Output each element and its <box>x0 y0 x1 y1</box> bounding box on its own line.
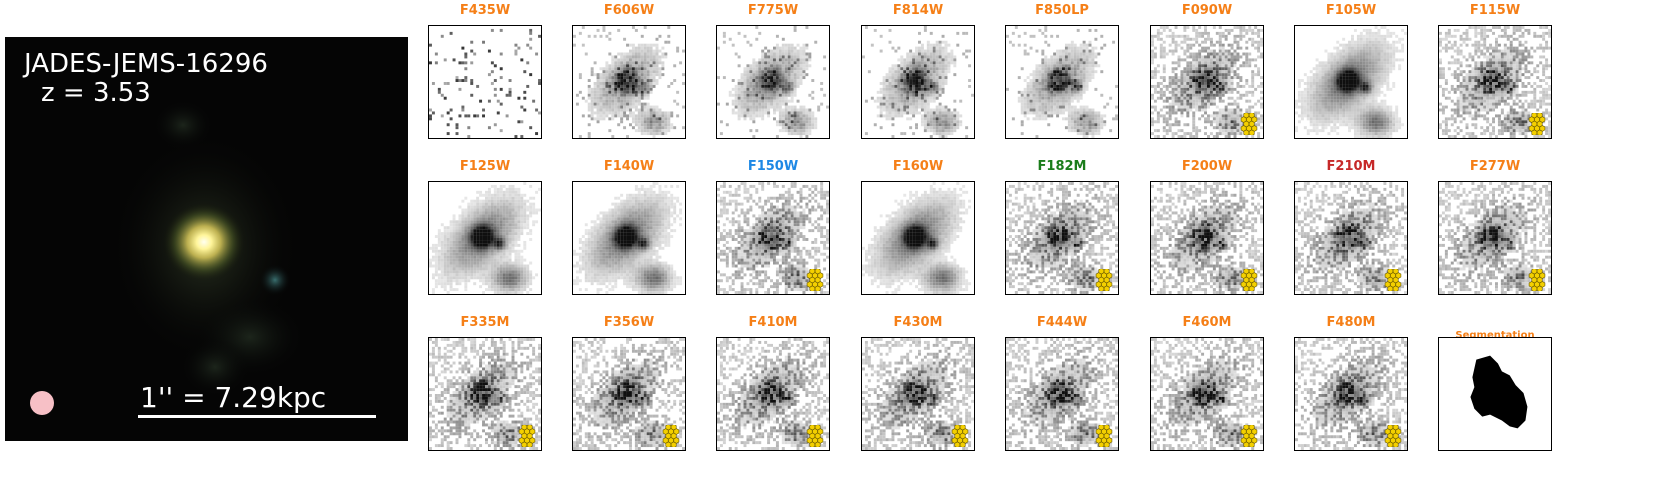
psf-marker-circle <box>30 391 54 415</box>
filter-image <box>717 26 829 138</box>
filter-label-f814w: F814W <box>892 3 944 18</box>
cutout-f150w <box>716 181 830 295</box>
cutout-f460m <box>1150 337 1264 451</box>
filter-image <box>717 182 829 294</box>
cutout-f200w <box>1150 181 1264 295</box>
filter-label-f125w: F125W <box>459 159 511 174</box>
cutout-f125w <box>428 181 542 295</box>
scale-bar-label: 1'' = 7.29kpc <box>140 381 327 414</box>
jwst-mirror-icon <box>951 425 969 447</box>
filter-label-f115w: F115W <box>1469 3 1521 18</box>
cutout-f335m <box>428 337 542 451</box>
cutout-f356w <box>572 337 686 451</box>
jwst-mirror-icon <box>1384 269 1402 291</box>
filter-label-f277w: F277W <box>1469 159 1521 174</box>
filter-image <box>862 182 972 294</box>
jwst-mirror-icon <box>1528 113 1546 135</box>
jwst-mirror-icon <box>1240 113 1258 135</box>
filter-image <box>1439 182 1551 294</box>
filter-label-f105w: F105W <box>1325 3 1377 18</box>
cutout-f850lp <box>1005 25 1119 139</box>
object-name-label: JADES-JEMS-16296 <box>24 49 268 79</box>
cutout-f140w <box>572 181 686 295</box>
cutout-f277w <box>1438 181 1552 295</box>
jwst-mirror-icon <box>1095 269 1113 291</box>
jwst-mirror-icon <box>806 425 824 447</box>
filter-image <box>717 338 829 450</box>
filter-label-f335m: F335M <box>460 315 510 330</box>
filter-image <box>1006 338 1118 450</box>
jwst-mirror-icon <box>518 425 536 447</box>
cutout-f210m <box>1294 181 1408 295</box>
redshift-label: z = 3.53 <box>41 78 151 108</box>
jwst-mirror-icon <box>1240 425 1258 447</box>
filter-image <box>1151 182 1263 294</box>
filter-image <box>1151 338 1263 450</box>
filter-label-f435w: F435W <box>459 3 511 18</box>
rgb-composite-image: JADES-JEMS-16296 z = 3.53 1'' = 7.29kpc <box>5 37 408 441</box>
filter-label-f444w: F444W <box>1036 315 1088 330</box>
segmentation-map <box>1470 355 1528 429</box>
jwst-mirror-icon <box>1384 425 1402 447</box>
filter-image <box>1295 182 1407 294</box>
filter-image <box>1295 338 1407 450</box>
filter-label-f090w: F090W <box>1181 3 1233 18</box>
filter-image <box>573 26 685 138</box>
filter-label-f210m: F210M <box>1326 159 1376 174</box>
cutout-f814w <box>861 25 975 139</box>
cutout-f160w <box>861 181 975 295</box>
cutout-f090w <box>1150 25 1264 139</box>
filter-image <box>862 26 974 138</box>
jwst-mirror-icon <box>1095 425 1113 447</box>
filter-image <box>862 338 974 450</box>
filter-label-f182m: F182M <box>1037 159 1087 174</box>
cutout-f430m <box>861 337 975 451</box>
cutout-f775w <box>716 25 830 139</box>
cutout-f410m <box>716 337 830 451</box>
jwst-mirror-icon <box>806 269 824 291</box>
filter-label-f160w: F160W <box>892 159 944 174</box>
filter-image <box>1006 26 1118 138</box>
filter-image <box>573 182 683 294</box>
filter-label-f410m: F410M <box>748 315 798 330</box>
cutout-f182m <box>1005 181 1119 295</box>
filter-label-f850lp: F850LP <box>1035 3 1089 18</box>
cutout-f444w <box>1005 337 1119 451</box>
filter-label-f606w: F606W <box>603 3 655 18</box>
filter-label-f480m: F480M <box>1326 315 1376 330</box>
galaxy-rgb-image <box>110 100 305 397</box>
cutout-f105w <box>1294 25 1408 139</box>
scale-bar <box>138 415 376 418</box>
filter-label-f200w: F200W <box>1181 159 1233 174</box>
cutout-f115w <box>1438 25 1552 139</box>
filter-image <box>429 182 541 294</box>
filter-label-f775w: F775W <box>747 3 799 18</box>
cutout-f606w <box>572 25 686 139</box>
jwst-mirror-icon <box>662 425 680 447</box>
cutout-f435w <box>428 25 542 139</box>
filter-label-f150w: F150W <box>747 159 799 174</box>
filter-label-f356w: F356W <box>603 315 655 330</box>
filter-label-segmentation: Segmentation <box>1455 330 1535 341</box>
cutout-f480m <box>1294 337 1408 451</box>
filter-image <box>429 28 541 138</box>
jwst-mirror-icon <box>1240 269 1258 291</box>
filter-image <box>1006 182 1118 294</box>
filter-image <box>1295 26 1407 138</box>
filter-image <box>1439 26 1551 138</box>
filter-label-f140w: F140W <box>603 159 655 174</box>
filter-label-f460m: F460M <box>1182 315 1232 330</box>
cutout-segmentation <box>1438 337 1552 451</box>
segmentation-mask <box>1470 355 1528 429</box>
jwst-mirror-icon <box>1528 269 1546 291</box>
filter-label-f430m: F430M <box>893 315 943 330</box>
filter-image <box>573 338 685 450</box>
